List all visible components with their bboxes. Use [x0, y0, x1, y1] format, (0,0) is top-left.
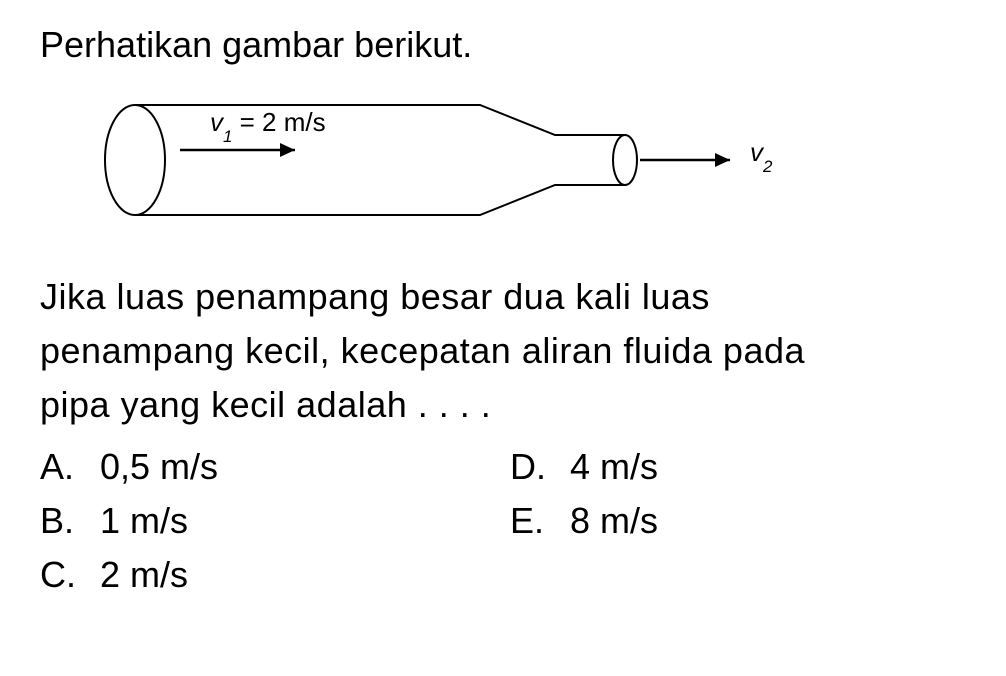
v1-arrow-head — [280, 143, 295, 157]
option-c: C. 2 m/s — [40, 548, 510, 602]
body-line-3: pipa yang kecil adalah . . . . — [40, 378, 966, 432]
pipe-svg — [80, 85, 800, 245]
pipe-top-outline — [135, 105, 625, 135]
body-line-2: penampang kecil, kecepatan aliran fluida… — [40, 324, 966, 378]
option-a-value: 0,5 m/s — [100, 440, 218, 494]
options-left-column: A. 0,5 m/s B. 1 m/s C. 2 m/s — [40, 440, 510, 602]
pipe-bottom-outline — [135, 185, 625, 215]
option-e-letter: E. — [510, 494, 570, 548]
v1-sub: 1 — [223, 127, 232, 146]
options-right-column: D. 4 m/s E. 8 m/s — [510, 440, 658, 602]
v2-var: v — [750, 137, 763, 167]
option-a-letter: A. — [40, 440, 100, 494]
question-intro: Perhatikan gambar berikut. — [40, 20, 966, 70]
option-b-letter: B. — [40, 494, 100, 548]
pipe-diagram: v1 = 2 m/s v2 — [80, 85, 966, 250]
option-d-value: 4 m/s — [570, 440, 658, 494]
option-c-value: 2 m/s — [100, 548, 188, 602]
option-c-letter: C. — [40, 548, 100, 602]
option-b: B. 1 m/s — [40, 494, 510, 548]
option-e: E. 8 m/s — [510, 494, 658, 548]
v1-eq: = 2 m/s — [232, 107, 325, 137]
v1-label: v1 = 2 m/s — [210, 107, 326, 142]
option-a: A. 0,5 m/s — [40, 440, 510, 494]
pipe-right-opening — [613, 135, 637, 185]
option-e-value: 8 m/s — [570, 494, 658, 548]
option-d-letter: D. — [510, 440, 570, 494]
v1-var: v — [210, 107, 223, 137]
option-b-value: 1 m/s — [100, 494, 188, 548]
options-container: A. 0,5 m/s B. 1 m/s C. 2 m/s D. 4 m/s E.… — [40, 440, 966, 602]
v2-label: v2 — [750, 137, 772, 172]
v2-sub: 2 — [763, 157, 772, 176]
body-line-1: Jika luas penampang besar dua kali luas — [40, 270, 966, 324]
pipe-left-opening — [105, 105, 165, 215]
question-body: Jika luas penampang besar dua kali luas … — [40, 270, 966, 432]
v2-arrow-head — [715, 153, 730, 167]
option-d: D. 4 m/s — [510, 440, 658, 494]
